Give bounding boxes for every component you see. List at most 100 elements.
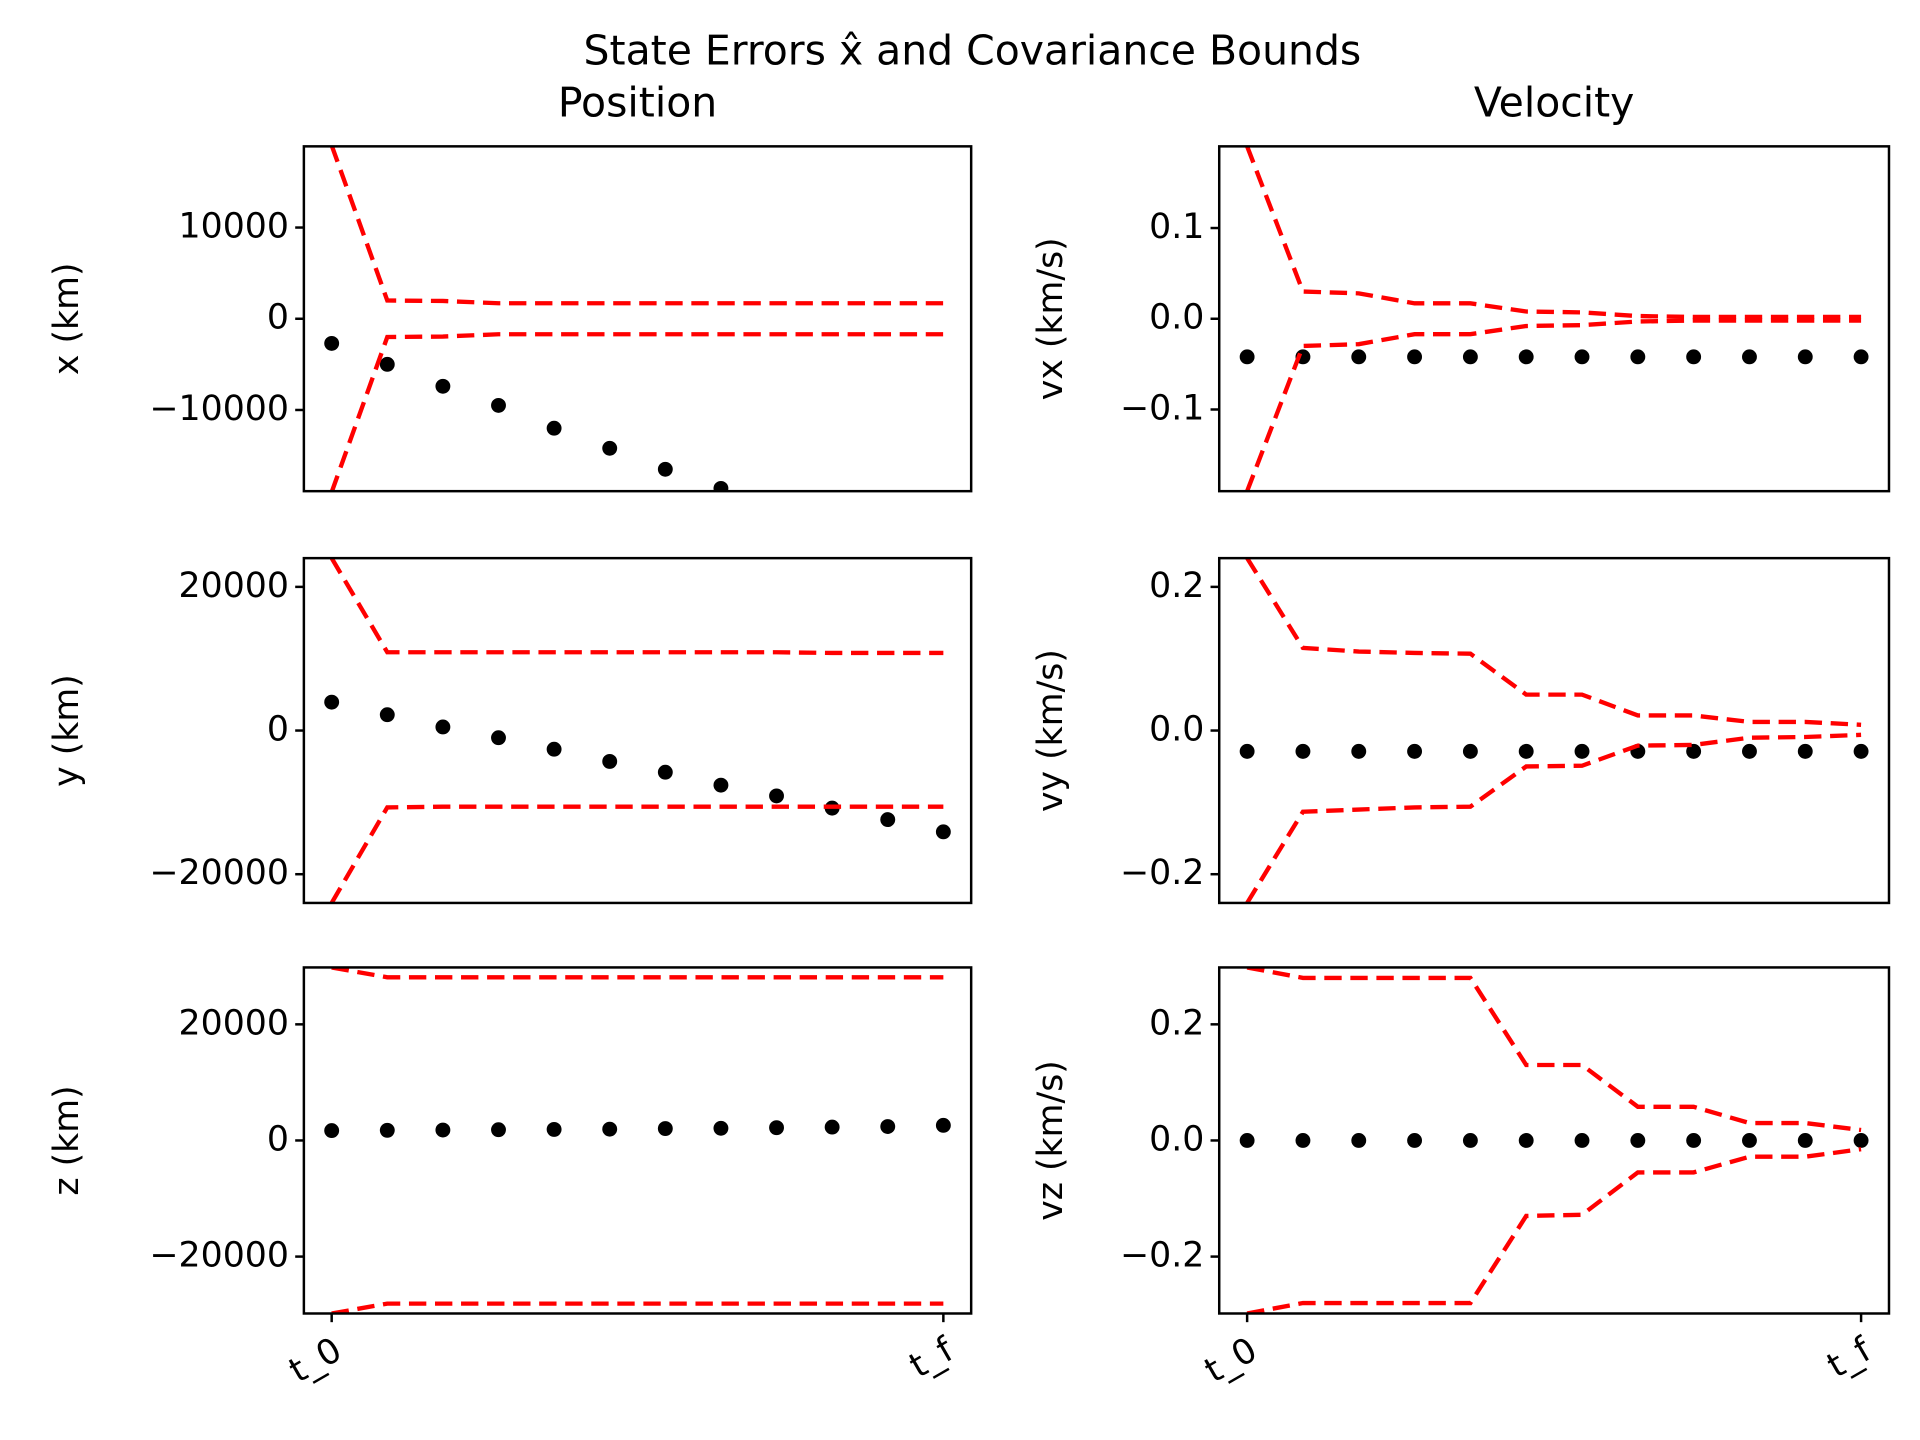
error-point <box>1462 349 1478 365</box>
y-axis-label: y (km) <box>47 674 87 787</box>
error-point <box>1853 743 1869 759</box>
x-tick-label: t_0 <box>283 1330 349 1391</box>
y-tick-label: 10000 <box>179 207 289 247</box>
covariance-bound <box>1246 967 1862 1133</box>
error-point <box>379 1122 395 1138</box>
error-point <box>1407 349 1423 365</box>
error-point <box>1574 349 1590 365</box>
error-point <box>1630 349 1646 365</box>
y-tick-label: −10000 <box>149 389 289 429</box>
error-point <box>1295 1133 1311 1148</box>
error-point <box>1686 743 1702 759</box>
error-point <box>1853 1133 1869 1148</box>
error-point <box>491 1122 506 1138</box>
error-point <box>324 335 340 351</box>
axes-title: Velocity <box>1474 78 1635 126</box>
error-point <box>1686 349 1702 365</box>
error-point <box>1574 743 1590 759</box>
covariance-bound <box>1245 732 1862 903</box>
error-point <box>713 1120 729 1136</box>
covariance-bound <box>331 1301 944 1314</box>
y-tick-label: −20000 <box>149 853 289 893</box>
error-point <box>769 788 784 804</box>
y-tick-label: 0 <box>267 710 289 750</box>
error-point <box>657 461 673 477</box>
error-point <box>935 824 951 840</box>
axes-frame <box>302 145 973 493</box>
error-point <box>1797 743 1813 759</box>
covariance-bound <box>1246 1147 1862 1314</box>
y-tick-label: 0.0 <box>1149 298 1204 338</box>
error-point <box>491 730 506 746</box>
error-point <box>1742 349 1757 365</box>
error-point <box>769 1120 784 1136</box>
error-point <box>1462 743 1478 759</box>
y-tick-label: 20000 <box>179 1003 289 1043</box>
y-tick-label: 0 <box>267 298 289 338</box>
error-point <box>602 1121 618 1137</box>
error-point <box>1686 1133 1702 1148</box>
error-point <box>1239 349 1255 365</box>
error-point <box>379 356 395 372</box>
y-tick-label: 0.0 <box>1149 1119 1204 1159</box>
error-point <box>824 1119 840 1135</box>
error-point <box>1742 1133 1757 1148</box>
error-point <box>1295 743 1311 759</box>
y-tick-label: −0.1 <box>1120 388 1204 428</box>
error-point <box>713 777 729 793</box>
plot-area <box>324 558 951 903</box>
error-point <box>546 420 562 436</box>
error-point <box>1574 1133 1590 1148</box>
error-point <box>435 1122 451 1138</box>
y-tick-label: −0.2 <box>1120 853 1204 893</box>
y-tick-label: 0 <box>267 1119 289 1159</box>
error-point <box>1630 1133 1646 1148</box>
error-point <box>1351 349 1367 365</box>
covariance-bound <box>329 332 944 492</box>
y-axis-label: vy (km/s) <box>1031 649 1071 812</box>
axes-title: Position <box>558 78 717 126</box>
plot-area <box>324 967 951 1314</box>
y-axis-label: x (km) <box>47 262 87 375</box>
error-point <box>1797 1133 1813 1148</box>
x-tick-label: t_f <box>1821 1330 1879 1387</box>
y-tick-label: 0.2 <box>1149 1003 1204 1043</box>
error-point <box>1407 743 1423 759</box>
error-point <box>602 753 618 769</box>
error-point <box>1239 743 1255 759</box>
x-tick-label: t_f <box>903 1330 961 1387</box>
error-point <box>435 719 451 735</box>
error-point <box>602 440 618 456</box>
covariance-bound <box>331 967 944 980</box>
error-point <box>324 1123 340 1139</box>
error-point <box>1351 743 1367 759</box>
error-point <box>1462 1133 1478 1148</box>
error-point <box>1407 1133 1423 1148</box>
error-point <box>1239 1133 1255 1148</box>
error-point <box>324 694 340 710</box>
error-point <box>1797 349 1813 365</box>
error-point <box>379 707 395 723</box>
y-tick-label: 0.1 <box>1149 207 1204 247</box>
error-point <box>657 1121 673 1137</box>
axes-frame <box>1217 145 1891 493</box>
y-axis-label: z (km) <box>47 1085 87 1195</box>
error-point <box>657 764 673 780</box>
y-axis-label: vz (km/s) <box>1031 1060 1071 1221</box>
plot-area <box>1239 967 1869 1314</box>
error-point <box>1742 743 1757 759</box>
y-tick-label: 20000 <box>179 566 289 606</box>
error-point <box>1853 349 1869 365</box>
error-point <box>435 378 451 394</box>
y-tick-label: −20000 <box>149 1236 289 1276</box>
covariance-bound <box>1245 318 1862 492</box>
axes-frame <box>1217 556 1891 905</box>
covariance-bound <box>329 804 944 903</box>
error-point <box>713 480 729 492</box>
error-point <box>1351 1133 1367 1148</box>
y-tick-label: 0.2 <box>1149 566 1204 606</box>
plot-area <box>1239 146 1869 492</box>
axes-frame <box>302 966 973 1315</box>
error-point <box>1518 743 1534 759</box>
error-point <box>880 812 896 828</box>
